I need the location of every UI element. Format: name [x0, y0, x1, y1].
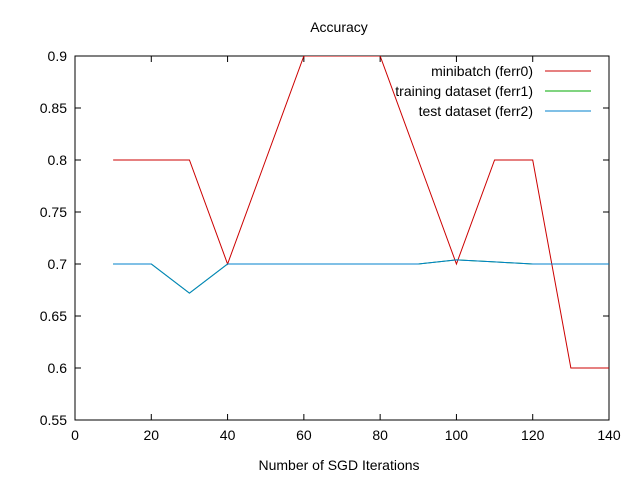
series-line-0 [113, 56, 609, 369]
y-tick-label: 0.85 [40, 100, 67, 116]
y-tick-label: 0.65 [40, 308, 67, 324]
x-tick-label: 100 [445, 427, 469, 443]
series-layer [113, 56, 609, 369]
chart-title: Accuracy [310, 19, 368, 35]
series-line-2 [113, 259, 609, 294]
legend-label-2: test dataset (ferr2) [419, 103, 533, 119]
y-tick-label: 0.75 [40, 204, 67, 220]
y-tick-label: 0.55 [40, 412, 67, 428]
x-tick-label: 60 [296, 427, 312, 443]
x-tick-label: 80 [372, 427, 388, 443]
axis-ticks: 0 20 40 60 80 100 120 140 0.55 0.6 0.65 0.7 0.75 0.8 0… [40, 48, 621, 443]
legend-label-1: training dataset (ferr1) [395, 83, 533, 99]
y-tick-label: 0.7 [48, 256, 68, 272]
legend-label-0: minibatch (ferr0) [431, 63, 533, 79]
x-tick-label: 0 [71, 427, 79, 443]
x-tick-label: 40 [220, 427, 236, 443]
y-tick-label: 0.8 [48, 152, 68, 168]
y-tick-label: 0.9 [48, 48, 68, 64]
x-tick-label: 120 [521, 427, 545, 443]
x-tick-label: 140 [597, 427, 621, 443]
y-tick-label: 0.6 [48, 360, 68, 376]
legend: minibatch (ferr0) training dataset (ferr1… [395, 63, 591, 119]
x-axis-label: Number of SGD Iterations [258, 457, 419, 473]
x-tick-label: 20 [143, 427, 159, 443]
series-line-1 [113, 259, 609, 294]
